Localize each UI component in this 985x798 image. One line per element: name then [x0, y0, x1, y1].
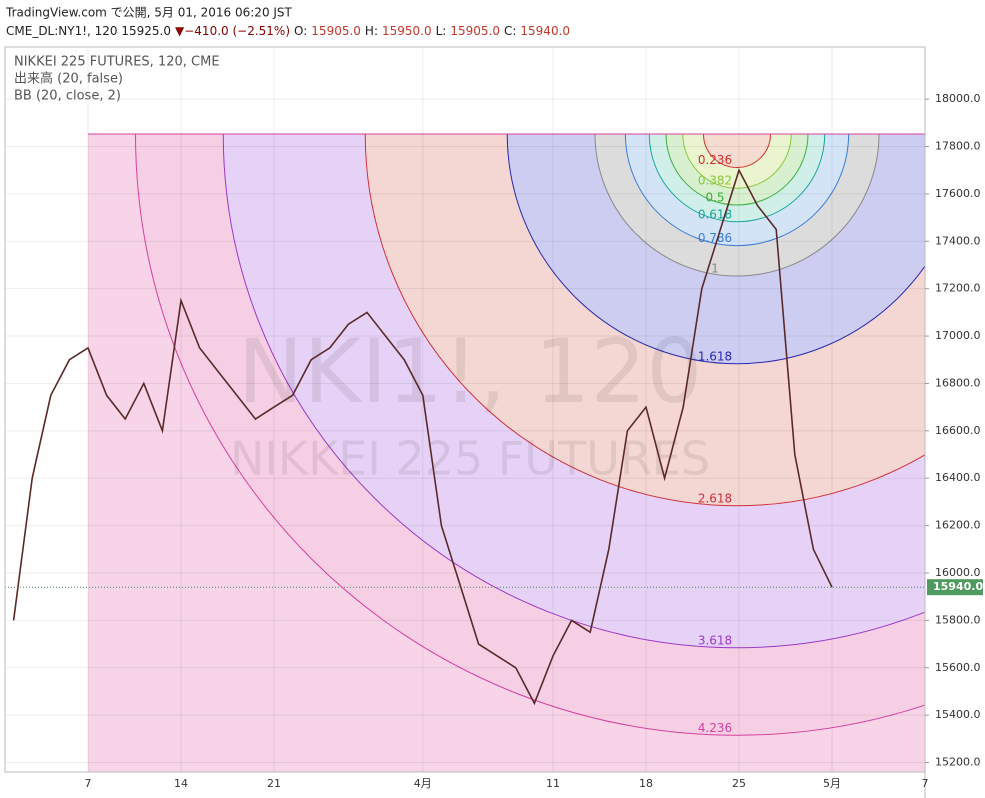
ohlc-key: O:: [294, 24, 307, 38]
x-tick-label: 11: [546, 777, 560, 790]
fib-label: 0.236: [698, 153, 732, 167]
ohlc-value: 15905.0: [450, 24, 500, 38]
x-tick-label: 5月: [823, 777, 841, 790]
y-tick-label: 16400.0: [935, 471, 981, 484]
legend-line: BB (20, close, 2): [14, 89, 121, 104]
x-tick-label: 25: [732, 777, 746, 790]
fib-label: 0.786: [698, 231, 732, 245]
y-tick-label: 15600.0: [935, 661, 981, 674]
y-tick-label: 16200.0: [935, 519, 981, 532]
ohlc-key: L:: [436, 24, 447, 38]
y-tick-label: 15800.0: [935, 613, 981, 626]
y-tick-label: 17800.0: [935, 140, 981, 153]
header-title: TradingView.com で公開, 5月 01, 2016 06:20 J…: [5, 6, 293, 20]
legend-line: 出来高 (20, false): [14, 71, 123, 87]
y-tick-label: 17400.0: [935, 234, 981, 247]
y-tick-label: 17000.0: [935, 329, 981, 342]
ohlc-key: H:: [365, 24, 378, 38]
fib-label: 2.618: [698, 491, 732, 505]
watermark: NKI1!, 120 NIKKEI 225 FUTURES: [230, 320, 710, 486]
fib-label: 1.618: [698, 349, 732, 363]
fib-label: 3.618: [698, 633, 732, 647]
symbol: CME_DL:NY1!, 120 15925.0: [6, 24, 171, 38]
y-tick-label: 16800.0: [935, 376, 981, 389]
y-tick-label: 16000.0: [935, 566, 981, 579]
y-tick-label: 15200.0: [935, 756, 981, 769]
ohlc-value: 15905.0: [311, 24, 361, 38]
ohlc-key: C:: [504, 24, 516, 38]
x-tick-label: 18: [639, 777, 653, 790]
ohlc-value: 15950.0: [382, 24, 432, 38]
price-line: [12, 168, 833, 706]
y-tick-label: 18000.0: [935, 92, 981, 105]
fib-label: 1: [711, 262, 719, 276]
y-tick-label: 17200.0: [935, 282, 981, 295]
x-tick-label: 7: [922, 777, 929, 790]
watermark-name: NIKKEI 225 FUTURES: [230, 432, 710, 486]
fib-arc: [702, 133, 772, 169]
y-tick-label: 15400.0: [935, 708, 981, 721]
x-tick-label: 14: [174, 777, 188, 790]
grid: [5, 47, 926, 772]
y-tick-label: 17600.0: [935, 187, 981, 200]
fib-label: 0.5: [705, 191, 724, 205]
x-tick-label: 7: [85, 777, 92, 790]
ohlc-value: 15940.0: [520, 24, 570, 38]
fib-arcs: 4.2363.6182.6181.61810.7860.6180.50.3820…: [88, 133, 925, 772]
change: ▼−410.0 (−2.51%): [175, 24, 290, 38]
watermark-symbol: NKI1!, 120: [238, 320, 703, 423]
fib-label: 4.236: [698, 721, 732, 735]
fib-label: 0.382: [698, 174, 732, 188]
last-price-box: [927, 579, 983, 596]
last-price-label: 15940.0: [933, 580, 983, 593]
x-tick-label: 4月: [414, 777, 432, 790]
header-quote: CME_DL:NY1!, 120 15925.0 ▼−410.0 (−2.51%)…: [6, 24, 570, 38]
y-tick-label: 16600.0: [935, 424, 981, 437]
legend-line: NIKKEI 225 FUTURES, 120, CME: [14, 55, 220, 70]
x-tick-label: 21: [267, 777, 281, 790]
plot: [5, 168, 925, 706]
